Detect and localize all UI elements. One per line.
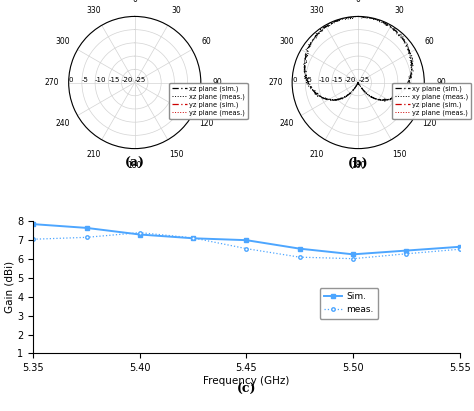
meas. xyxy=(457,247,463,252)
Legend: xy plane (sim.), xy plane (meas.), yz plane (sim.), yz plane (meas.): xy plane (sim.), xy plane (meas.), yz pl… xyxy=(392,83,471,119)
meas. xyxy=(190,236,196,240)
Sim. xyxy=(457,244,463,249)
meas. xyxy=(244,246,249,251)
Sim. xyxy=(83,226,89,231)
Text: (c): (c) xyxy=(237,383,256,396)
meas. xyxy=(30,237,36,242)
Sim. xyxy=(137,232,143,237)
meas. xyxy=(137,230,143,235)
Text: (a): (a) xyxy=(125,157,145,170)
Text: (b): (b) xyxy=(348,157,368,170)
Legend: Sim., meas.: Sim., meas. xyxy=(319,288,378,319)
Line: meas.: meas. xyxy=(31,231,462,261)
Line: Sim.: Sim. xyxy=(31,222,462,256)
meas. xyxy=(403,251,409,256)
meas. xyxy=(83,235,89,240)
Legend: xz plane (sim.), xz plane (meas.), yz plane (sim.), yz plane (meas.): xz plane (sim.), xz plane (meas.), yz pl… xyxy=(169,83,248,119)
meas. xyxy=(297,255,302,260)
Sim. xyxy=(350,252,356,257)
Sim. xyxy=(403,248,409,253)
Sim. xyxy=(297,246,302,251)
Sim. xyxy=(190,236,196,241)
Sim. xyxy=(30,222,36,226)
X-axis label: Frequency (GHz): Frequency (GHz) xyxy=(203,376,290,386)
Y-axis label: Gain (dBi): Gain (dBi) xyxy=(4,261,14,314)
meas. xyxy=(350,256,356,261)
Sim. xyxy=(244,238,249,242)
